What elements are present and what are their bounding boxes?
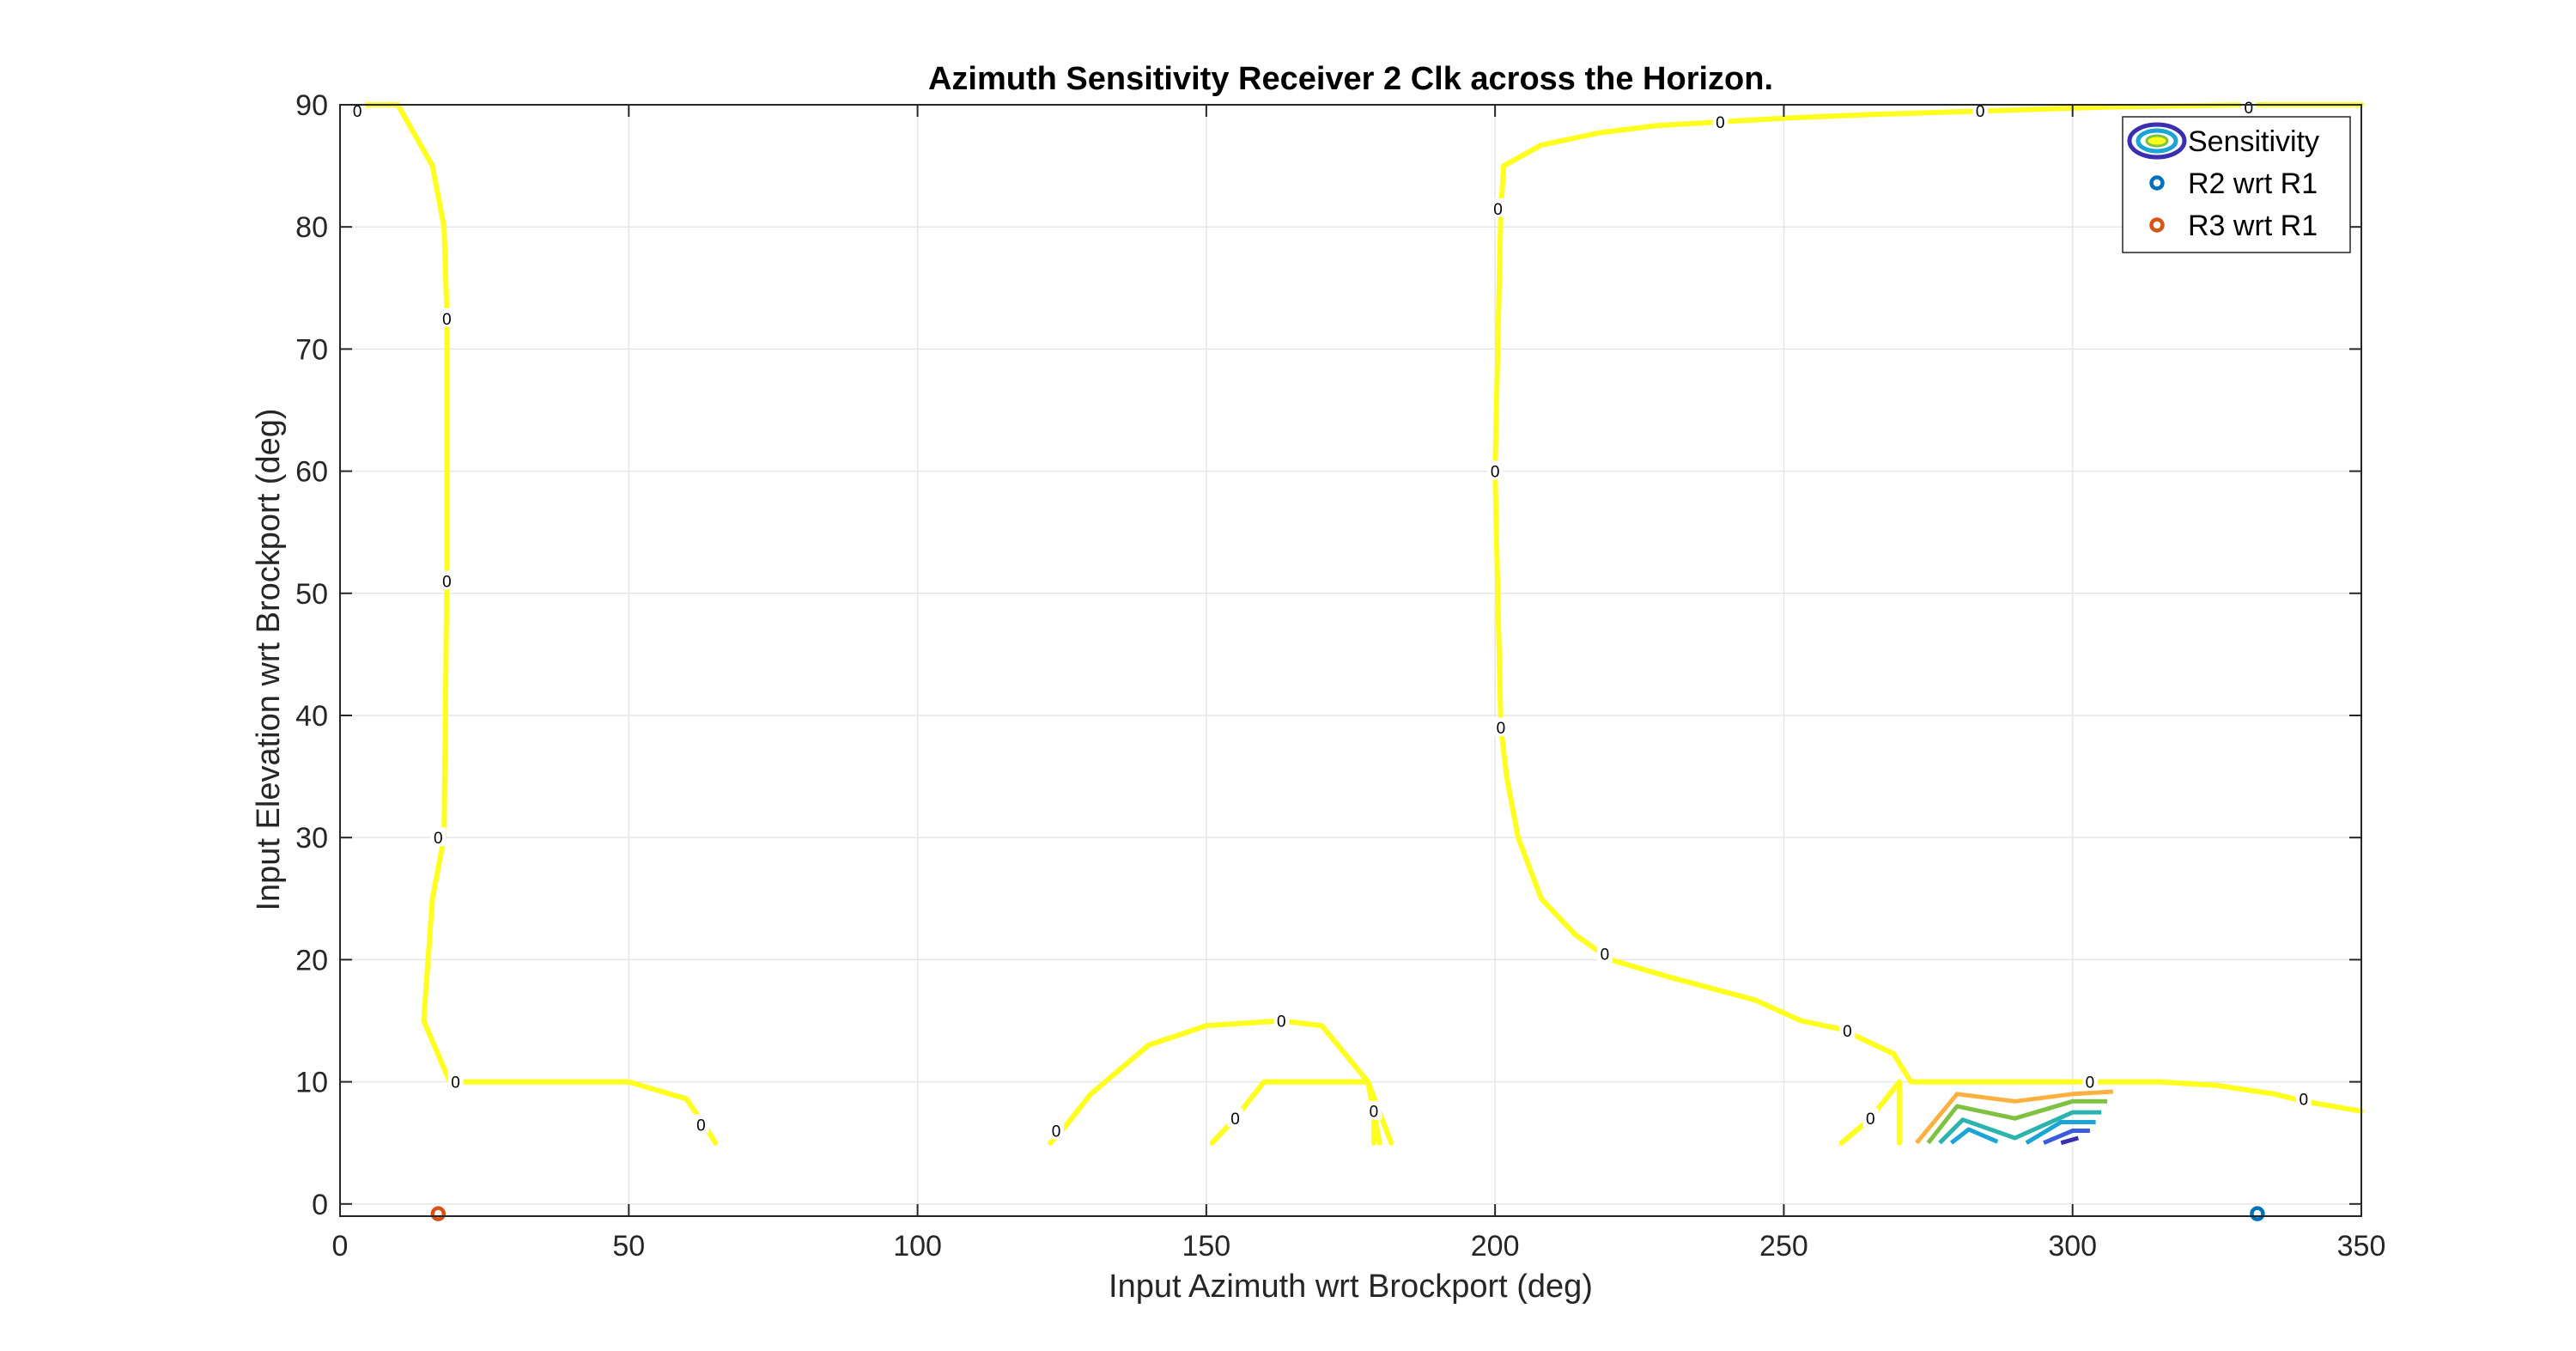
y-tick-label: 80 bbox=[295, 211, 328, 244]
contour-line bbox=[1915, 1089, 2113, 1145]
contour-line-zero bbox=[1492, 163, 2364, 1114]
contour-line-zero bbox=[1501, 102, 2364, 169]
contour-label: 0 bbox=[1497, 720, 1506, 738]
contour-label: 0 bbox=[1230, 1111, 1240, 1129]
axis-ticks: 0 50 100 150 200 250 300 350 0 10 20 30 40 50 60 70 80 90 bbox=[295, 89, 2385, 1263]
y-tick-label: 70 bbox=[295, 333, 328, 366]
contour-label-bg bbox=[1273, 1010, 1290, 1030]
legend-contour-icon bbox=[2145, 134, 2169, 148]
y-tick-label: 30 bbox=[295, 822, 328, 855]
contour-label-bg bbox=[1712, 111, 1728, 131]
marker-point bbox=[430, 1206, 447, 1221]
contour-label: 0 bbox=[442, 311, 452, 329]
contour-label-bg bbox=[439, 307, 455, 327]
contour-label-bg bbox=[693, 1114, 709, 1134]
contour-labels: 0 0 0 0 0 0 0 0 0 0 0 0 0 0 0 0 0 0 0 0 0 bbox=[349, 96, 2312, 1141]
legend-entry-label: R3 wrt R1 bbox=[2188, 210, 2318, 242]
contour-line bbox=[1926, 1098, 2108, 1145]
contour-label: 0 bbox=[2299, 1091, 2308, 1109]
contour-label-bg bbox=[439, 570, 455, 590]
contour-label: 0 bbox=[1277, 1013, 1286, 1031]
x-tick-label: 0 bbox=[332, 1230, 349, 1263]
contour-label-bg bbox=[1487, 460, 1504, 480]
y-tick-label: 20 bbox=[295, 944, 328, 977]
y-tick-label: 60 bbox=[295, 456, 328, 489]
contour-label-bg bbox=[430, 827, 447, 847]
contour-label: 0 bbox=[1052, 1123, 1061, 1141]
contour-label: 0 bbox=[1491, 464, 1500, 482]
contour-label-bg bbox=[1862, 1108, 1879, 1128]
contour-label: 0 bbox=[1866, 1111, 1875, 1129]
contour-line bbox=[2043, 1129, 2090, 1146]
x-tick-label: 250 bbox=[1759, 1230, 1808, 1263]
contour-lines bbox=[355, 102, 2364, 1146]
contour-label-bg bbox=[2240, 96, 2257, 116]
contour-label: 0 bbox=[1493, 201, 1503, 219]
contour-label-bg bbox=[1365, 1100, 1382, 1120]
contour-label: 0 bbox=[1976, 103, 1985, 121]
y-tick-label: 0 bbox=[312, 1189, 328, 1221]
contour-label: 0 bbox=[696, 1117, 706, 1135]
x-tick-label: 300 bbox=[2048, 1230, 2097, 1263]
x-tick-label: 100 bbox=[893, 1230, 942, 1263]
y-tick-label: 10 bbox=[295, 1067, 328, 1099]
contour-label-bg bbox=[2295, 1088, 2312, 1108]
contour-label-bg bbox=[1596, 943, 1613, 963]
contour-label: 0 bbox=[442, 574, 452, 592]
legend-contour-icon bbox=[2127, 122, 2187, 160]
legend-marker-icon bbox=[2149, 217, 2165, 233]
contour-label-bg bbox=[1490, 198, 1506, 217]
x-tick-label: 50 bbox=[612, 1230, 645, 1263]
legend-entry-label: Sensitivity bbox=[2188, 125, 2319, 158]
contour-label-bg bbox=[2081, 1071, 2098, 1091]
contour-line-zero bbox=[1048, 1018, 1382, 1146]
contour-label: 0 bbox=[1716, 114, 1725, 132]
contour-label: 0 bbox=[1601, 946, 1610, 964]
contour-line bbox=[2025, 1120, 2096, 1145]
x-axis-label: Input Azimuth wrt Brockport (deg) bbox=[1109, 1269, 1593, 1305]
contour-label: 0 bbox=[353, 103, 362, 121]
x-tick-label: 350 bbox=[2337, 1230, 2386, 1263]
contour-label-bg bbox=[1839, 1019, 1856, 1039]
contour-label: 0 bbox=[434, 830, 443, 848]
contour-label: 0 bbox=[1843, 1023, 1852, 1041]
contour-label: 0 bbox=[1370, 1104, 1379, 1122]
contour-label: 0 bbox=[2086, 1074, 2095, 1092]
contour-label: 0 bbox=[2245, 100, 2254, 118]
legend-entry-label: R2 wrt R1 bbox=[2188, 167, 2318, 200]
legend-contour-icon bbox=[2136, 128, 2178, 154]
contour-line-zero bbox=[355, 102, 719, 1146]
contour-line bbox=[2060, 1135, 2080, 1146]
contour-label-bg bbox=[1048, 1120, 1064, 1140]
contour-label-bg bbox=[1492, 717, 1509, 737]
contour-label-bg bbox=[1227, 1108, 1243, 1128]
x-tick-label: 150 bbox=[1182, 1230, 1230, 1263]
contour-line-zero bbox=[1838, 1079, 1902, 1146]
contour-line bbox=[1949, 1127, 1999, 1145]
marker-point bbox=[2250, 1206, 2265, 1221]
contour-label: 0 bbox=[451, 1074, 460, 1092]
y-tick-label: 90 bbox=[295, 89, 328, 122]
markers bbox=[430, 1206, 2265, 1221]
chart-title: Azimuth Sensitivity Receiver 2 Clk acros… bbox=[928, 61, 1773, 97]
grid-lines bbox=[340, 104, 2361, 1216]
y-tick-label: 40 bbox=[295, 700, 328, 733]
legend-marker-icon bbox=[2149, 175, 2165, 191]
y-axis-label: Input Elevation wrt Brockport (deg) bbox=[251, 408, 287, 910]
y-tick-label: 50 bbox=[295, 578, 328, 611]
contour-line bbox=[1938, 1110, 2102, 1145]
contour-label-bg bbox=[447, 1071, 464, 1091]
x-tick-label: 200 bbox=[1471, 1230, 1520, 1263]
axes-box bbox=[339, 104, 2362, 1217]
legend: Sensitivity R2 wrt R1 R3 wrt R1 bbox=[2122, 116, 2351, 253]
